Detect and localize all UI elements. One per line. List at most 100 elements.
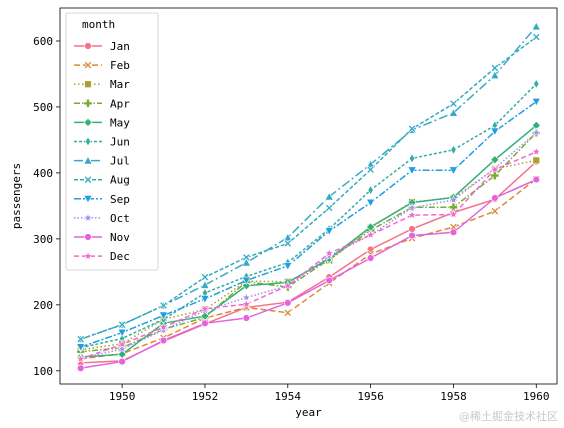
data-point-dec	[489, 164, 500, 174]
data-point-aug	[76, 334, 85, 344]
data-point-jul	[200, 280, 210, 289]
data-point-nov	[118, 357, 126, 366]
data-point-sep	[324, 227, 334, 236]
data-point-mar	[532, 156, 540, 165]
data-point-nov	[242, 314, 251, 322]
legend-label: Mar	[110, 78, 130, 91]
data-point-sep	[200, 295, 210, 304]
series-nov	[77, 175, 540, 372]
data-point-dec	[407, 209, 418, 220]
legend-item-dec: Dec	[74, 250, 130, 263]
y-axis-label: passengers	[10, 163, 23, 229]
data-point-aug	[159, 301, 168, 310]
legend-item-jul: Jul	[74, 155, 130, 168]
axes: 1950 1952 1954 1956 1958 1960 100 200 300 400 500 6…	[10, 35, 550, 419]
x-tick-label: 1956	[357, 390, 384, 403]
legend-label: Jun	[110, 136, 130, 149]
data-point-oct	[531, 127, 542, 137]
data-point-aug	[200, 272, 210, 282]
data-point-aug	[325, 203, 334, 213]
legend-marker	[84, 80, 92, 88]
legend-marker	[82, 212, 94, 223]
plot-area	[59, 7, 558, 385]
data-point-sep	[76, 343, 86, 352]
data-point-aug	[532, 32, 541, 42]
x-axis-label: year	[295, 406, 322, 419]
legend-item-apr: Apr	[74, 97, 130, 110]
data-point-dec	[158, 322, 169, 332]
y-tick-label: 200	[33, 299, 53, 312]
data-point-may	[241, 281, 251, 291]
legend-marker	[83, 155, 93, 165]
legend-item-nov: Nov	[74, 231, 130, 244]
series-line-dec	[80, 151, 537, 360]
data-point-feb	[449, 222, 458, 232]
legend-marker	[83, 98, 93, 108]
series-line-oct	[80, 132, 537, 360]
legend-marker	[83, 117, 93, 127]
x-tick-label: 1950	[109, 390, 136, 403]
y-tick-label: 500	[33, 101, 53, 114]
data-point-oct	[448, 194, 459, 205]
data-point-dec	[324, 248, 335, 258]
legend-item-may: May	[74, 116, 130, 129]
legend-marker	[84, 42, 92, 50]
data-point-oct	[117, 343, 128, 354]
data-point-jan	[408, 225, 416, 233]
data-point-nov	[366, 254, 375, 262]
legend: month Jan Feb Mar Apr May Jun Jul Aug Sep Oct Nov De…	[65, 12, 159, 271]
data-point-jun	[408, 153, 416, 164]
data-point-oct	[407, 202, 418, 213]
legend-item-sep: Sep	[74, 193, 130, 206]
data-point-sep	[283, 262, 293, 271]
data-point-jul	[490, 70, 500, 79]
series-line-aug	[80, 36, 537, 340]
data-point-dec	[75, 353, 86, 364]
series-line-jun	[80, 83, 537, 349]
data-point-jul	[448, 108, 459, 117]
data-point-nov	[491, 194, 499, 202]
data-point-dec	[365, 229, 376, 240]
data-point-dec	[448, 209, 459, 219]
data-point-sep	[490, 127, 500, 137]
data-point-aug	[449, 99, 458, 108]
data-point-apr	[449, 202, 458, 212]
data-point-sep	[366, 198, 376, 208]
data-point-jun	[367, 185, 374, 196]
data-point-nov	[159, 336, 168, 345]
series-dec	[75, 146, 542, 364]
data-point-jun	[533, 78, 540, 89]
series-aug	[76, 32, 541, 344]
legend-marker	[83, 60, 93, 70]
watermark: @稀土掘金技术社区	[459, 410, 558, 423]
data-point-jul	[531, 21, 541, 31]
legend-label: Jan	[110, 40, 130, 53]
legend-label: Dec	[110, 250, 130, 263]
legend-label: Jul	[110, 155, 130, 168]
data-point-aug	[117, 320, 127, 329]
data-point-dec	[117, 339, 128, 349]
data-point-sep	[117, 328, 127, 338]
data-point-sep	[448, 166, 459, 175]
legend-label: Nov	[110, 231, 130, 244]
legend-item-oct: Oct	[74, 212, 130, 225]
x-tick-label: 1954	[275, 390, 302, 403]
legend-item-feb: Feb	[74, 59, 130, 72]
legend-marker	[83, 175, 93, 184]
x-tick-label: 1958	[440, 390, 467, 403]
legend-box	[65, 12, 159, 271]
legend-marker	[83, 195, 93, 204]
legend-item-mar: Mar	[74, 78, 130, 91]
legend-item-aug: Aug	[74, 174, 130, 187]
legend-item-jan: Jan	[74, 40, 130, 53]
x-tick-label: 1952	[192, 390, 219, 403]
x-tick-label: 1960	[523, 390, 550, 403]
data-point-apr	[490, 171, 500, 180]
data-point-nov	[325, 276, 333, 285]
data-point-jun	[450, 144, 457, 155]
data-point-aug	[242, 253, 251, 262]
data-point-nov	[77, 364, 85, 372]
y-tick-label: 100	[33, 365, 53, 378]
legend-marker	[84, 233, 92, 241]
